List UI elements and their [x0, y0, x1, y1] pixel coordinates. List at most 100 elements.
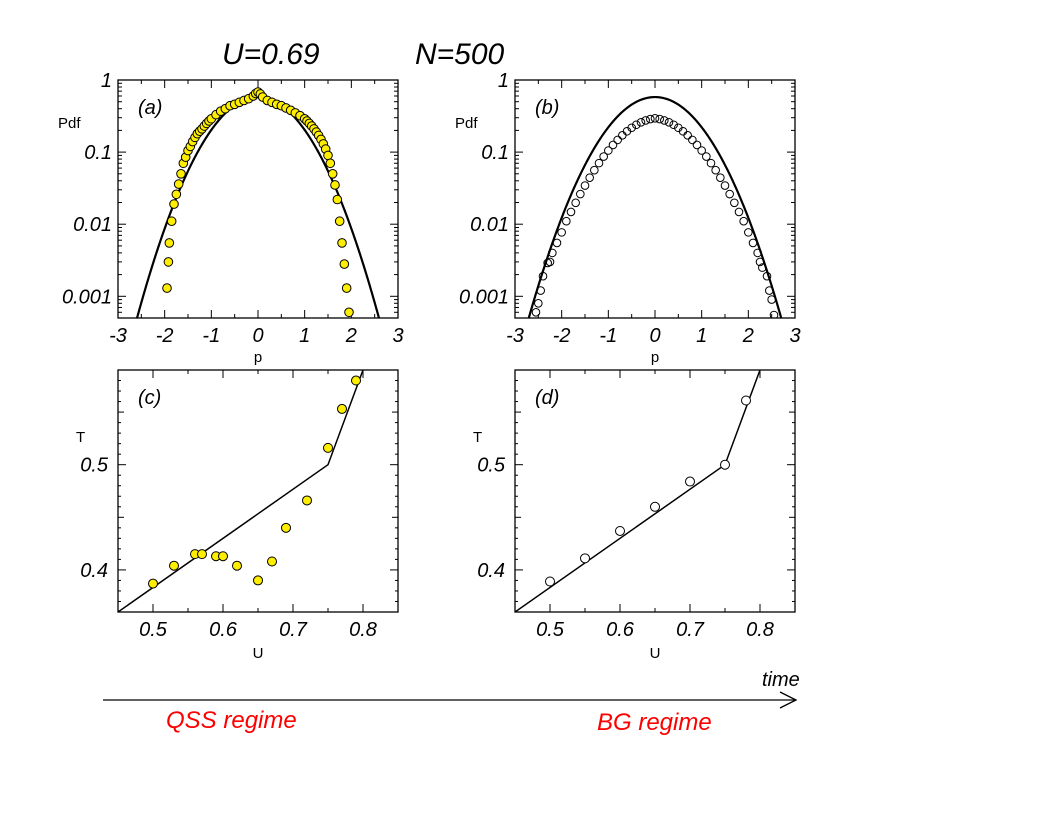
data-point	[267, 556, 277, 567]
data-point	[706, 158, 716, 168]
y-tick-label: 0.5	[80, 455, 109, 477]
data-point	[716, 173, 725, 182]
data-point	[302, 495, 312, 506]
y-tick-label: 0.1	[84, 142, 112, 164]
panel-c-temperature-qss: 0.5 0.6 0.7 0.8 0.4 0.5 T U (c)	[76, 369, 399, 662]
data-point	[683, 131, 692, 140]
qss-regime-label: QSS regime	[166, 707, 297, 734]
time-arrow-head	[779, 691, 798, 709]
gaussian-fit-curve	[527, 95, 783, 318]
data-point	[148, 578, 158, 589]
n-parameter-label: N=500	[415, 38, 505, 71]
data-point	[758, 263, 767, 272]
data-point	[636, 118, 646, 127]
data-point	[576, 189, 585, 199]
data-point	[534, 298, 543, 308]
x-tick-label: 0.6	[209, 619, 238, 641]
data-point	[334, 216, 345, 227]
x-tick-label: 0.6	[606, 619, 635, 641]
x-tick-label: 0.8	[349, 619, 377, 641]
x-axis-label: p	[651, 349, 659, 366]
data-point	[571, 198, 580, 208]
data-point	[548, 248, 557, 258]
data-point	[552, 238, 562, 248]
data-point	[218, 551, 228, 562]
panel-d-temperature-bg: 0.5 0.6 0.7 0.8 0.4 0.5 T U (d)	[473, 369, 796, 662]
x-tick-label: 0.8	[746, 619, 774, 641]
x-tick-label: 0.7	[279, 619, 308, 641]
x-tick-label: -2	[156, 325, 174, 347]
data-point	[557, 228, 566, 237]
x-tick-label: 3	[392, 325, 403, 347]
data-point	[627, 123, 636, 133]
data-point	[197, 549, 207, 560]
data-point	[615, 525, 625, 536]
data-point	[748, 238, 758, 248]
data-point	[711, 165, 720, 175]
x-tick-label: -3	[109, 325, 127, 347]
data-point	[765, 286, 774, 295]
data-point	[566, 207, 576, 217]
data-point	[594, 158, 604, 168]
panel-a-pdf-qss: -3 -2 -1 0 1 2 3 1 0.1 0.01 0.001 Pdf p (a)	[58, 70, 404, 366]
data-point	[769, 310, 779, 318]
y-tick-label: 0.5	[477, 455, 506, 477]
data-point	[538, 271, 548, 281]
y-tick-label: 1	[498, 70, 509, 92]
data-point	[580, 553, 590, 564]
x-tick-label: -3	[506, 325, 524, 347]
data-point	[688, 135, 697, 145]
data-point	[337, 403, 347, 414]
x-tick-label: -2	[553, 325, 571, 347]
data-point	[702, 152, 711, 161]
data-point	[725, 189, 734, 199]
data-point	[327, 169, 338, 179]
data-point	[720, 459, 730, 470]
markers-group	[148, 375, 361, 589]
x-tick-label: 0.5	[139, 619, 168, 641]
data-point	[730, 198, 739, 208]
x-tick-label: -1	[202, 325, 220, 347]
data-point	[720, 181, 730, 190]
data-point	[323, 442, 333, 453]
x-axis-label: U	[253, 645, 264, 662]
data-point	[692, 140, 702, 150]
x-tick-label: 3	[789, 325, 800, 347]
time-label: time	[762, 669, 800, 691]
markers-group	[162, 87, 354, 318]
panel-b-pdf-bg: -3 -2 -1 0 1 2 3 1 0.1 0.01 0.001 Pdf p (b)	[455, 70, 801, 366]
data-point	[669, 120, 678, 130]
x-axis-label: p	[254, 349, 262, 366]
data-point	[613, 135, 622, 145]
data-point	[176, 169, 186, 179]
y-tick-label: 0.01	[73, 214, 112, 236]
data-point	[608, 140, 618, 150]
data-point	[330, 180, 340, 190]
x-tick-label: -1	[599, 325, 617, 347]
x-tick-label: 2	[345, 325, 357, 347]
y-tick-label: 0.4	[80, 560, 108, 582]
data-point	[164, 238, 175, 248]
data-point	[332, 194, 343, 205]
y-tick-label: 0.001	[459, 286, 509, 308]
data-point	[590, 165, 599, 175]
x-tick-label: 1	[696, 325, 707, 347]
data-point	[739, 216, 748, 226]
data-point	[232, 560, 242, 571]
data-point	[339, 259, 350, 269]
data-point	[545, 576, 555, 587]
data-point	[253, 575, 263, 586]
data-point	[599, 152, 608, 161]
data-point	[169, 560, 179, 571]
data-point	[169, 199, 179, 209]
data-point	[741, 395, 751, 406]
data-point	[344, 307, 354, 318]
data-point	[536, 286, 545, 295]
y-axis-label: Pdf	[58, 115, 81, 132]
data-point	[531, 307, 541, 317]
data-point	[281, 522, 291, 533]
x-tick-label: 1	[299, 325, 310, 347]
markers-group	[531, 114, 779, 318]
data-point	[545, 257, 555, 267]
data-point	[650, 501, 660, 512]
